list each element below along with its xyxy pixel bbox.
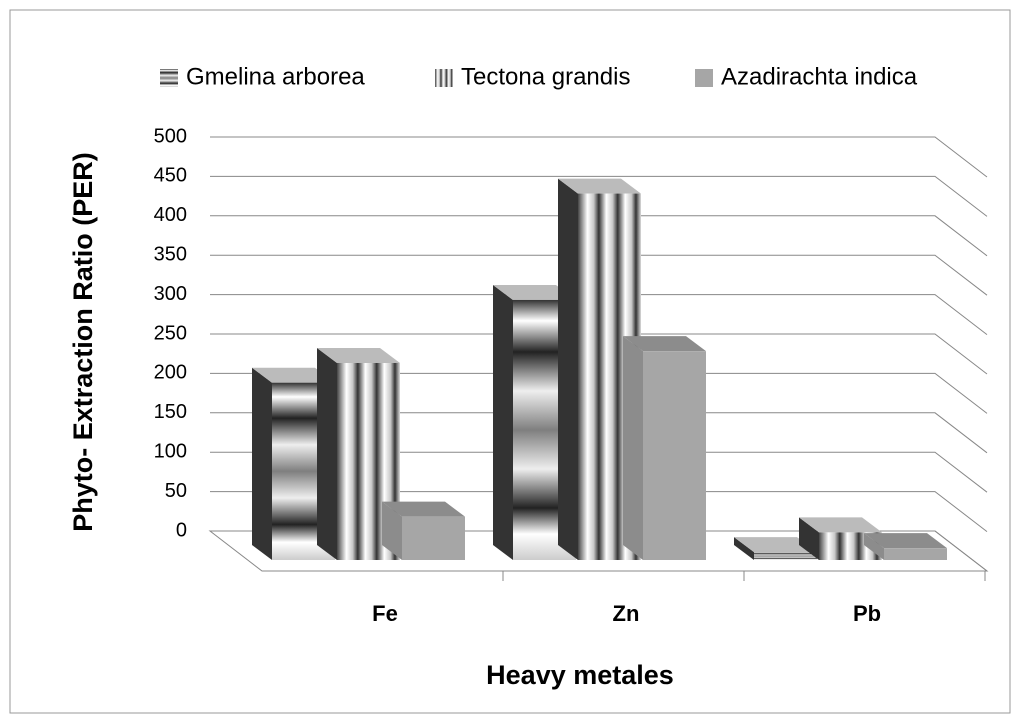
grid-line <box>210 294 988 335</box>
legend-swatch <box>160 69 178 87</box>
x-axis-title: Heavy metales <box>486 660 674 690</box>
y-tick-label: 250 <box>154 322 187 344</box>
legend-swatch <box>695 69 713 87</box>
grid-line <box>210 333 988 375</box>
grid-line <box>210 451 988 493</box>
bar <box>402 516 465 560</box>
y-tick-label: 150 <box>154 401 187 423</box>
y-tick-label: 50 <box>165 480 187 502</box>
y-tick-label: 0 <box>176 519 187 541</box>
bar-side <box>493 284 513 560</box>
bar-side <box>317 348 337 560</box>
y-tick-label: 400 <box>154 204 187 226</box>
y-tick-label: 200 <box>154 362 187 384</box>
legend-label: Gmelina arborea <box>186 63 365 90</box>
y-tick-label: 300 <box>154 283 187 305</box>
bar-top <box>734 537 817 553</box>
bar-top <box>558 178 641 194</box>
y-tick-label: 500 <box>154 125 187 147</box>
grid-line <box>210 412 988 454</box>
grid-line <box>210 254 988 296</box>
bar-side <box>252 367 272 560</box>
bar-side <box>623 336 643 560</box>
legend-label: Tectona grandis <box>461 63 630 90</box>
bar-top <box>799 517 882 533</box>
y-tick-label: 350 <box>154 243 187 265</box>
y-tick-label: 450 <box>154 165 187 187</box>
legend-label: Azadirachta indica <box>721 63 918 90</box>
grid-line <box>210 491 988 532</box>
bar-side <box>734 537 754 560</box>
bar <box>884 548 947 560</box>
y-axis-title: Phyto- Extraction Ratio (PER) <box>68 152 98 532</box>
bar-side <box>799 517 819 560</box>
grid-line <box>210 372 988 414</box>
bar-side <box>864 533 884 560</box>
grid-line <box>210 215 988 257</box>
legend-swatch <box>435 69 453 87</box>
bar-top <box>317 348 400 363</box>
bar-top <box>623 336 706 352</box>
bar-top <box>382 501 465 517</box>
bar-top <box>252 367 335 383</box>
grid-line <box>210 175 988 217</box>
bar <box>643 351 706 560</box>
bar-top <box>493 284 576 300</box>
bar-side <box>382 501 402 560</box>
x-tick-label: Zn <box>613 601 640 626</box>
x-tick-label: Fe <box>372 601 398 626</box>
y-tick-label: 100 <box>154 440 187 462</box>
bar-side <box>558 178 578 560</box>
grid-line <box>210 136 988 178</box>
bar-top <box>864 533 947 549</box>
bar <box>754 552 817 560</box>
x-tick-label: Pb <box>853 601 881 626</box>
